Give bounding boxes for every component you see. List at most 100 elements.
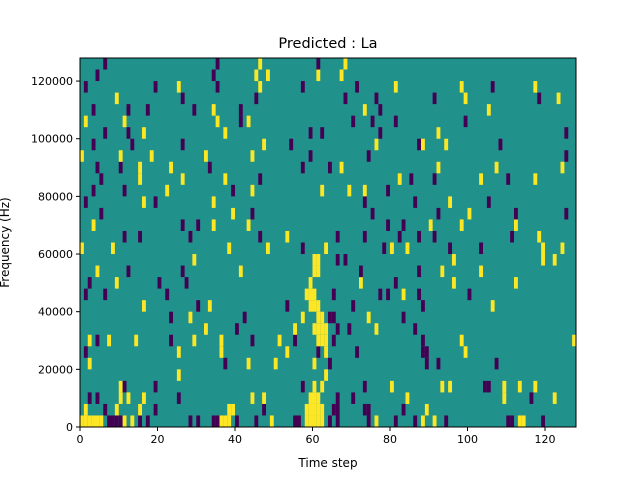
heatmap-cell — [459, 81, 464, 93]
heatmap-cell — [494, 161, 499, 174]
heatmap-cell — [413, 196, 418, 208]
heatmap-cell — [393, 81, 398, 93]
y-tick-label: 100000 — [31, 133, 73, 146]
heatmap-cell — [91, 184, 96, 197]
heatmap-cell — [142, 300, 146, 312]
heatmap-cell — [459, 334, 464, 347]
heatmap-cell — [297, 415, 301, 427]
heatmap-cell — [126, 392, 131, 404]
heatmap-cell — [138, 173, 143, 185]
y-tick-label: 120000 — [31, 75, 73, 88]
x-axis-label: Time step — [297, 456, 357, 470]
heatmap-cell — [180, 173, 185, 185]
heatmap-cell — [564, 207, 569, 220]
heatmap-cell — [312, 288, 317, 301]
heatmap-cell — [308, 288, 313, 301]
heatmap-cell — [134, 334, 139, 347]
heatmap-cell — [316, 58, 321, 70]
heatmap-cell — [339, 69, 344, 82]
heatmap-cell — [304, 403, 309, 416]
heatmap-cell — [111, 242, 115, 255]
y-axis-ticks: 0 20000 40000 60000 80000 100000 120000 — [31, 75, 80, 434]
heatmap-cell — [312, 357, 317, 370]
heatmap-cell — [258, 173, 263, 185]
heatmap-cell — [122, 115, 127, 128]
heatmap-cell — [308, 127, 313, 139]
heatmap-cell — [83, 115, 88, 128]
heatmap-cell — [80, 415, 84, 427]
heatmap-cell — [258, 58, 263, 70]
x-tick-label: 100 — [457, 433, 478, 446]
heatmap-cell — [83, 288, 88, 301]
heatmap-cell — [355, 346, 360, 358]
heatmap-cell — [533, 81, 538, 93]
heatmap-cell — [362, 403, 367, 416]
heatmap-cell — [490, 300, 495, 312]
heatmap-cell — [452, 254, 456, 266]
heatmap-cell — [304, 415, 309, 427]
heatmap-cell — [316, 323, 321, 335]
heatmap-cell — [312, 380, 317, 393]
heatmap-cell — [424, 346, 429, 358]
heatmap-cell — [196, 300, 201, 312]
heatmap-cell — [180, 265, 185, 278]
heatmap-cell — [448, 242, 453, 255]
heatmap-cell — [238, 115, 243, 128]
heatmap-cell — [552, 254, 557, 266]
heatmap-cell — [436, 127, 441, 139]
heatmap-cell — [223, 415, 228, 427]
heatmap-cell — [452, 277, 456, 289]
heatmap-cell — [331, 311, 336, 324]
heatmap-cell — [223, 357, 228, 370]
heatmap-cell — [184, 277, 189, 289]
heatmap-cell — [250, 150, 255, 162]
heatmap-cell — [362, 184, 367, 197]
heatmap-cell — [114, 277, 119, 289]
heatmap-cell — [118, 150, 123, 162]
heatmap-cell — [99, 173, 104, 185]
heatmap-cell — [390, 242, 394, 255]
heatmap-cell — [514, 277, 518, 289]
heatmap-cell — [401, 219, 406, 231]
heatmap-cell — [142, 392, 146, 404]
y-axis-label: Frequency (Hz) — [0, 197, 12, 288]
heatmap-cell — [436, 207, 441, 220]
heatmap-cell — [238, 104, 243, 116]
heatmap-cell — [91, 415, 96, 427]
heatmap-cell — [188, 311, 193, 324]
heatmap-cell — [432, 415, 437, 427]
heatmap-cell — [231, 184, 236, 197]
heatmap-cell — [436, 161, 441, 174]
heatmap-cell — [386, 288, 391, 301]
heatmap-cell — [176, 392, 181, 404]
y-tick-label: 80000 — [38, 190, 73, 203]
heatmap-cell — [262, 138, 267, 151]
heatmap-cell — [316, 403, 321, 416]
heatmap-cell — [293, 323, 298, 335]
heatmap-cell — [126, 127, 131, 139]
heatmap-cell — [211, 69, 216, 82]
heatmap-cell — [83, 346, 88, 358]
heatmap-cell — [366, 403, 371, 416]
heatmap-cell — [378, 288, 383, 301]
heatmap-cell — [126, 104, 131, 116]
heatmap-cell — [401, 288, 406, 301]
heatmap-cell — [316, 415, 321, 427]
heatmap-cell — [409, 173, 414, 185]
heatmap-cell — [118, 415, 123, 427]
heatmap-cell — [320, 415, 325, 427]
heatmap-cell — [517, 380, 522, 393]
heatmap-cell — [444, 415, 449, 427]
heatmap-cell — [370, 115, 375, 128]
heatmap-cell — [417, 265, 422, 278]
heatmap-cell — [440, 265, 445, 278]
heatmap-cells — [80, 58, 577, 427]
heatmap-cell — [285, 230, 290, 243]
heatmap-cell — [316, 334, 321, 347]
heatmap-cell — [463, 346, 468, 358]
heatmap-cell — [211, 219, 216, 231]
heatmap-cell — [502, 392, 507, 404]
heatmap-cell — [122, 380, 127, 393]
heatmap-cell — [118, 392, 123, 404]
x-tick-label: 60 — [306, 433, 320, 446]
